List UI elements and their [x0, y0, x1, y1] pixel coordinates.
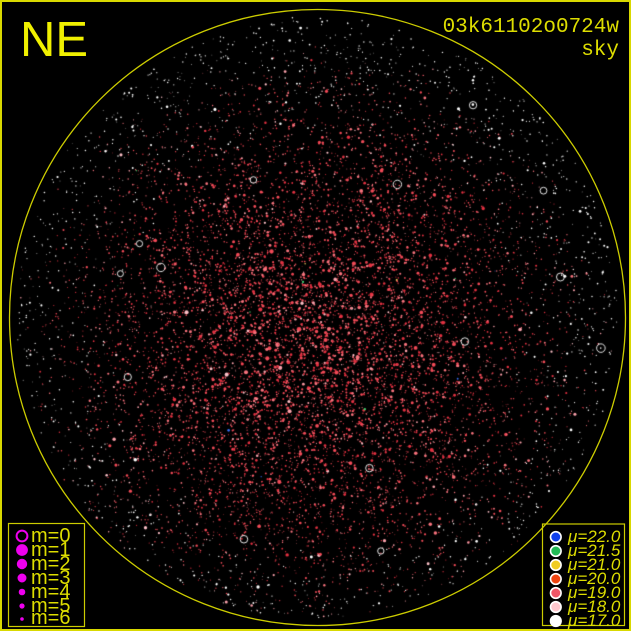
svg-text:m=6: m=6: [31, 607, 70, 629]
svg-text:NE: NE: [20, 13, 88, 67]
svg-text:μ=17.0: μ=17.0: [567, 611, 621, 630]
svg-text:sky: sky: [581, 39, 619, 62]
svg-text:03k61102o0724w: 03k61102o0724w: [443, 16, 620, 39]
